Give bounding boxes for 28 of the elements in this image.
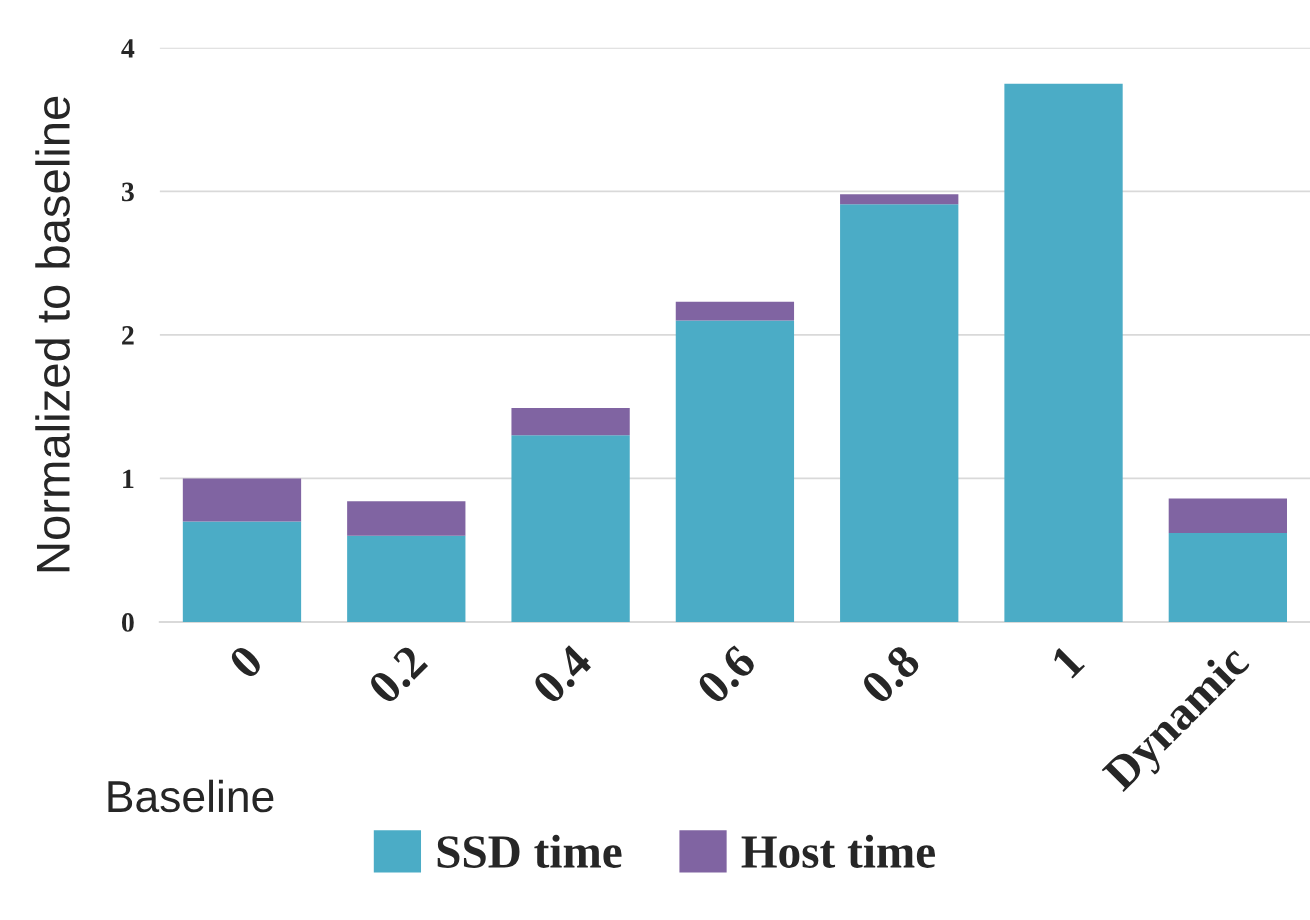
legend-label: Host time bbox=[741, 834, 935, 868]
y-tick-label: 4 bbox=[121, 39, 135, 58]
bar bbox=[840, 204, 959, 622]
x-tick-label: 0.4 bbox=[531, 642, 594, 706]
y-tick-label: 3 bbox=[121, 182, 134, 202]
y-tick-label: 2 bbox=[122, 326, 134, 345]
legend-label: SSD time bbox=[437, 834, 622, 868]
x-tick-label: 0 bbox=[227, 643, 265, 681]
bar bbox=[511, 435, 630, 622]
bar bbox=[840, 194, 959, 205]
bar bbox=[182, 521, 302, 622]
text: Baseline bbox=[108, 779, 274, 813]
bar bbox=[1168, 498, 1287, 533]
bar bbox=[675, 301, 795, 321]
x-tick-label: 0.6 bbox=[695, 643, 758, 706]
bar bbox=[675, 320, 795, 622]
bar bbox=[182, 478, 302, 522]
bar bbox=[1168, 532, 1287, 622]
x-tick-label: 0.8 bbox=[859, 643, 922, 706]
bar bbox=[511, 408, 630, 436]
bar bbox=[1004, 83, 1123, 622]
y-tick-label: 0 bbox=[121, 613, 134, 632]
bar bbox=[347, 535, 466, 622]
y-tick-label: 1 bbox=[123, 469, 134, 489]
bar bbox=[347, 501, 466, 536]
x-tick-label: 1 bbox=[1050, 644, 1085, 679]
x-tick-label: 0.2 bbox=[366, 643, 429, 706]
y-axis-title: Normalized to baseline bbox=[35, 96, 70, 572]
